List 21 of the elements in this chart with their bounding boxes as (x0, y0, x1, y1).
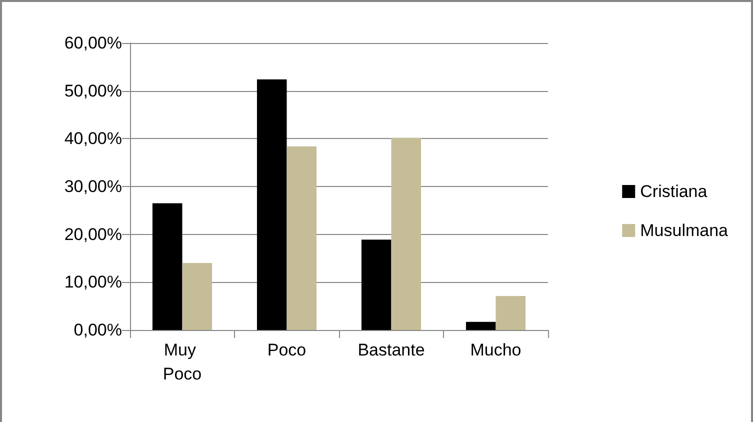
x-tick-label: Muy Poco (162, 340, 202, 384)
y-tick-label: 50,00% (64, 81, 122, 100)
legend-label: Cristiana (640, 182, 708, 201)
x-tick-label: Bastante (358, 340, 425, 360)
bar (286, 146, 317, 330)
y-tick-label: 30,00% (64, 177, 122, 196)
y-tick-label: 0,00% (74, 320, 122, 340)
bar (361, 240, 392, 330)
x-tick-label: Mucho (470, 340, 522, 360)
bar (496, 296, 526, 330)
bar (182, 263, 212, 330)
bar (391, 138, 422, 330)
y-tick-label: 40,00% (64, 129, 122, 148)
bar (256, 79, 287, 330)
bar (152, 203, 182, 330)
y-tick-label: 10,00% (64, 272, 122, 292)
x-tick-label: Poco (267, 340, 306, 360)
y-tick-label: 60,00% (64, 34, 122, 52)
y-tick-label: 20,00% (64, 224, 122, 244)
bar (466, 322, 496, 330)
legend-label: Musulmana (640, 221, 729, 240)
